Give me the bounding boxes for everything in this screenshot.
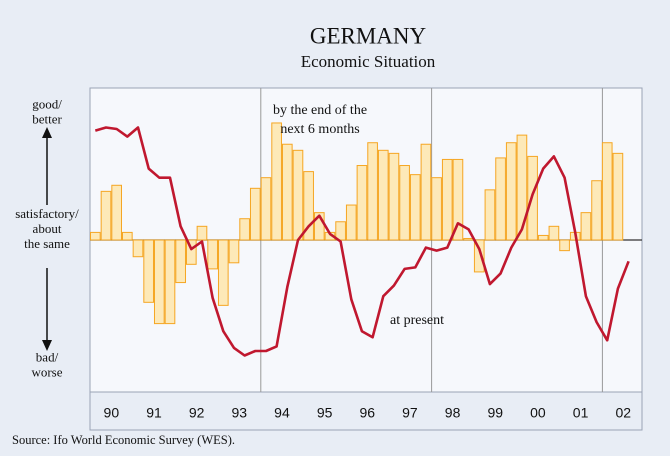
bar [111,184,122,241]
annotation: by the end of the [273,103,367,118]
bar [505,142,517,241]
x-tick-label: 91 [146,405,162,421]
bar [463,237,474,241]
bar [260,177,272,241]
arrow-head [42,340,52,351]
bar [228,239,240,264]
line [94,126,630,357]
y-label: satisfactory/ [15,206,79,221]
bar [591,180,602,241]
x-tick-label: 92 [189,405,205,421]
bar [377,149,389,241]
bar [345,204,357,241]
annotation: at present [390,313,444,328]
bar [100,190,112,241]
chart-title: GERMANY [310,23,427,48]
x-tick-label: 97 [402,405,418,421]
bar [601,142,613,241]
annotation: next 6 months [280,122,359,137]
bar [537,234,549,241]
bar [90,231,101,241]
bar [335,221,346,241]
bar [484,189,496,241]
bar [420,143,432,241]
bar [356,165,368,241]
x-tick-label: 95 [317,405,333,421]
bar [548,225,560,241]
bar [249,187,261,241]
bar [292,149,304,241]
y-label: about [33,221,62,236]
bar [207,239,218,270]
bar [612,152,624,241]
bar [516,134,528,241]
y-label: good/ [32,96,62,111]
bar [121,231,133,241]
y-label: better [32,111,62,126]
source: Source: Ifo World Economic Survey (WES). [12,433,235,447]
x-tick-label: 01 [573,405,589,421]
bar [239,218,250,241]
bar [185,239,197,265]
x-tick-label: 93 [232,405,248,421]
bar [495,157,506,241]
bar [559,239,570,252]
x-tick-label: 96 [359,405,375,421]
bar [303,171,314,241]
chart-subtitle: Economic Situation [301,52,436,71]
bar [388,152,400,241]
x-tick-label: 00 [530,405,546,421]
arrow-head [42,127,52,138]
bar [196,225,208,241]
bar [399,165,410,241]
bar [217,239,229,306]
bar [473,239,485,273]
bar [580,212,592,241]
x-tick-label: 98 [445,405,461,421]
x-tick-label: 02 [615,405,631,421]
bar [281,143,293,241]
bar [153,239,165,325]
bar [164,239,176,325]
x-axis-band [89,391,643,431]
y-label: bad/ [36,349,59,364]
x-tick-label: 99 [487,405,503,421]
bar [431,177,442,241]
bar [271,122,282,241]
y-label: worse [31,364,62,379]
bar [143,239,154,303]
bar [367,142,378,241]
x-tick-label: 90 [104,405,120,421]
bar [452,158,464,241]
x-tick-label: 94 [274,405,290,421]
bar [175,239,186,284]
bar [441,158,453,241]
y-label: the same [24,236,70,251]
bar [409,174,421,241]
bar [132,239,144,258]
